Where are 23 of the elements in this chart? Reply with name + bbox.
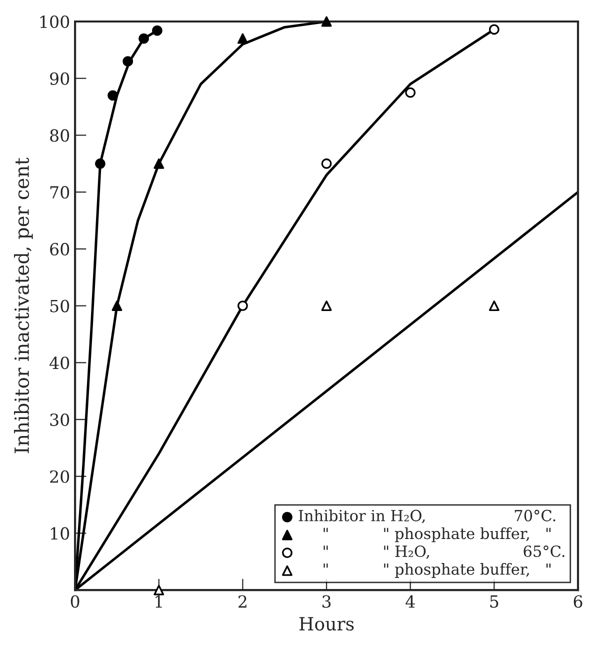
- x-tick-label: 1: [156, 595, 162, 608]
- y-tick-label: 60: [50, 242, 70, 256]
- legend-label: " " phosphate buffer, ": [324, 527, 551, 542]
- legend-label: " " phosphate buffer, ": [324, 563, 551, 578]
- legend-label: Inhibitor in H₂O, 70°C.: [298, 510, 556, 524]
- y-tick-label: 90: [50, 72, 70, 85]
- y-tick-label: 40: [50, 356, 70, 370]
- x-tick-label: 3: [322, 595, 331, 608]
- y-tick-label: 10: [51, 527, 70, 540]
- y-tick-label: 50: [50, 300, 70, 312]
- y-tick-label: 30: [50, 413, 70, 426]
- y-tick-label: 100: [40, 15, 70, 28]
- x-tick-label: 6: [574, 595, 582, 608]
- x-tick-label: 0: [70, 595, 80, 608]
- legend-label: " " H₂O, 65°C.: [324, 545, 564, 559]
- y-tick-label: 70: [50, 186, 70, 199]
- x-tick-label: 5: [490, 595, 498, 608]
- x-axis-title: Hours: [299, 617, 354, 631]
- y-tick-label: 80: [50, 129, 70, 142]
- y-axis-title: Inhibitor inactivated, per cent: [14, 158, 33, 454]
- y-tick-label: 20: [50, 470, 70, 483]
- x-tick-label: 2: [238, 595, 246, 608]
- x-tick-label: 4: [406, 595, 415, 608]
